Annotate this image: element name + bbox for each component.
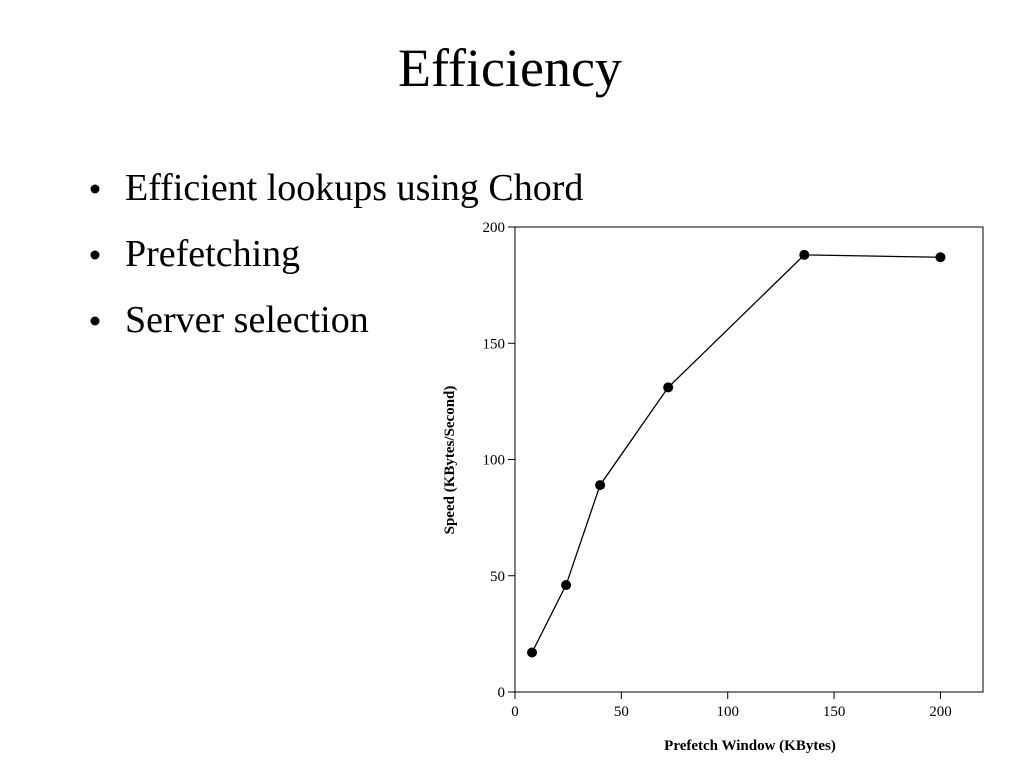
data-point (663, 382, 674, 393)
data-point (527, 647, 538, 658)
chart: Prefetch Window (KBytes) Speed (KBytes/S… (442, 220, 984, 754)
bullet-text: Server selection (125, 299, 369, 341)
bullet-dot (90, 184, 100, 194)
data-point (595, 480, 606, 491)
data-point (799, 249, 810, 260)
bullet-text: Prefetching (125, 233, 300, 275)
x-tick-label: 0 (511, 704, 519, 720)
slide-title: Efficiency (398, 38, 622, 98)
x-tick-label: 200 (929, 704, 952, 720)
x-tick-label: 50 (614, 704, 629, 720)
data-point (935, 252, 946, 263)
y-tick-label: 150 (483, 336, 506, 352)
y-tick-label: 50 (490, 569, 505, 585)
y-tick-label: 200 (483, 220, 506, 236)
data-point (561, 580, 572, 591)
bullet-list: Efficient lookups using Chord Prefetching… (90, 167, 583, 341)
x-axis-label: Prefetch Window (KBytes) (664, 738, 836, 754)
y-tick-label: 100 (483, 453, 506, 469)
x-tick-label: 150 (823, 704, 846, 720)
bullet-dot (90, 250, 100, 260)
bullet-dot (90, 316, 100, 326)
plot-frame (514, 226, 984, 693)
data-line (531, 254, 941, 653)
y-tick-label: 0 (498, 685, 506, 701)
x-tick-label: 100 (716, 704, 739, 720)
bullet-text: Efficient lookups using Chord (125, 167, 583, 209)
y-axis-label: Speed (KBytes/Second) (442, 386, 458, 535)
